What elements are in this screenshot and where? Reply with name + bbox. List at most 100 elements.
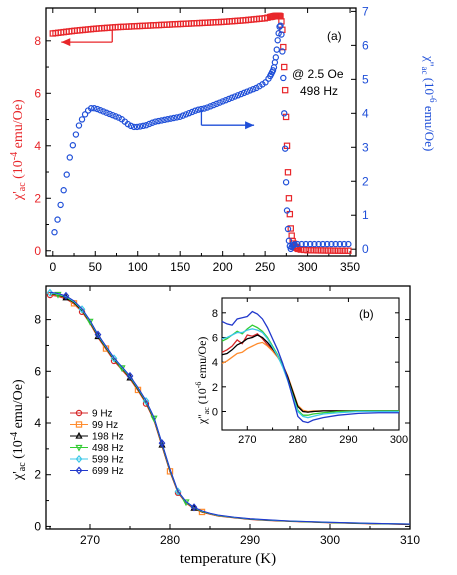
data-point: [250, 85, 257, 93]
data-point: [304, 247, 311, 254]
data-point: [345, 240, 352, 248]
series-line: [49, 291, 411, 525]
panel-a-series: [49, 12, 352, 254]
data-point: [277, 22, 284, 29]
series-marker: [78, 305, 86, 314]
series-699-hz: [49, 291, 411, 525]
legend-label: 699 Hz: [92, 466, 124, 477]
data-point: [127, 122, 135, 130]
data-point: [100, 108, 107, 115]
panel-a-right-axis-label: χ''ac (10-6 emu/Oe): [420, 55, 438, 151]
legend-entry: 599 Hz: [70, 455, 124, 466]
series-marker: [46, 288, 54, 297]
panel-b-x-ticks: 270 280 290 300 310: [49, 286, 420, 547]
legend-marker: [75, 409, 83, 417]
c-label-sub: ac: [202, 407, 211, 415]
x-tick-label: 300: [298, 260, 318, 274]
legend-marker: [75, 421, 83, 428]
inset-x-tick-label: 300: [390, 434, 408, 446]
right-tick-label: 1: [362, 208, 369, 222]
inset-label: (b): [359, 307, 374, 321]
x-tick-label: 300: [320, 533, 340, 547]
inset-background: [222, 298, 399, 430]
legend-label: 9 Hz: [92, 409, 113, 420]
panel-b-inset: 270 280 290 300 0 2 4 6 8 (b) χ''ac (10-6 emu/O…: [194, 297, 408, 446]
series-marker: [94, 330, 102, 339]
inset-y-tick-label: 6: [212, 332, 218, 344]
panel-a-annotation-field: @ 2.5 Oe: [292, 67, 344, 81]
left-label-main: χ': [11, 191, 26, 201]
data-point: [278, 31, 285, 38]
data-point: [311, 240, 318, 248]
inset-x-ticks: 270 280 290 300: [221, 298, 408, 446]
legend-marker: [75, 454, 83, 464]
c-label-main: χ'': [195, 414, 209, 425]
right-label-rest: (10: [422, 74, 437, 95]
data-point: [78, 116, 86, 123]
data-point: [246, 87, 254, 94]
left-label-sup: -4: [9, 152, 20, 160]
panel-a: 0 50 100 150 200 250 300 350 0 2 4 6 8 0 1 2 3 4 5 6 7 (a)…: [9, 4, 438, 274]
data-point: [262, 79, 269, 86]
data-point: [291, 241, 298, 248]
b-label-main: χ': [11, 471, 26, 481]
inset-frame: [221, 297, 400, 431]
data-point: [72, 131, 80, 138]
inset-y-tick-label: 8: [212, 308, 218, 320]
data-point: [94, 105, 101, 113]
y-tick-label: 0: [34, 519, 41, 533]
series-marker: [142, 396, 150, 406]
left-axis-arrow: [61, 30, 113, 47]
left-label-unit: emu/Oe): [11, 99, 26, 152]
data-point: [278, 18, 285, 25]
y-tick-label: 8: [34, 313, 41, 327]
b-label-rest: (10: [11, 440, 26, 462]
right-tick-label: 0: [362, 242, 369, 256]
chi-double-prime-series: [51, 22, 352, 253]
x-tick-label: 350: [340, 260, 360, 274]
b-label-sub: ac: [17, 462, 28, 471]
right-label-sub: ac: [420, 66, 430, 74]
data-point: [284, 169, 292, 176]
y-tick-label: 6: [34, 364, 41, 378]
legend-label: 599 Hz: [92, 455, 124, 466]
legend-label: 498 Hz: [92, 443, 124, 454]
legend-entry: 198 Hz: [70, 432, 124, 443]
panel-a-label: (a): [327, 29, 342, 43]
data-point: [282, 179, 290, 186]
data-point: [155, 117, 162, 125]
x-tick-label: 310: [400, 533, 420, 547]
data-point: [300, 246, 308, 254]
data-point: [170, 114, 177, 122]
data-point: [149, 119, 156, 126]
data-point: [228, 94, 236, 101]
panel-a-x-ticks: 0 50 100 150 200 250 300 350: [49, 8, 360, 274]
data-point: [222, 97, 229, 104]
data-point: [115, 114, 122, 121]
data-point: [331, 247, 338, 254]
right-tick-label: 7: [362, 4, 369, 18]
arrow-head: [61, 38, 71, 47]
data-point: [240, 89, 248, 97]
data-point: [173, 114, 180, 121]
left-tick-label: 6: [34, 86, 41, 100]
data-point: [146, 120, 153, 128]
right-label-sup: -6: [428, 95, 438, 103]
inset-x-tick-label: 270: [238, 434, 256, 446]
panel-a-frame: [45, 7, 357, 257]
data-point: [60, 187, 67, 194]
data-point: [201, 105, 208, 112]
data-point: [133, 123, 141, 131]
right-label-main: χ'': [422, 55, 437, 66]
panel-b-y-axis-label: χ'ac (10-4 emu/Oe): [9, 379, 28, 481]
right-tick-label: 5: [362, 72, 369, 86]
panel-a-left-axis-label: χ'ac (10-4 emu/Oe): [9, 99, 28, 201]
inset-series: [221, 310, 399, 424]
data-point: [231, 93, 239, 100]
data-point: [219, 98, 226, 105]
series-marker: [158, 439, 166, 448]
data-point: [210, 101, 217, 109]
legend-entry: 99 Hz: [70, 420, 118, 431]
